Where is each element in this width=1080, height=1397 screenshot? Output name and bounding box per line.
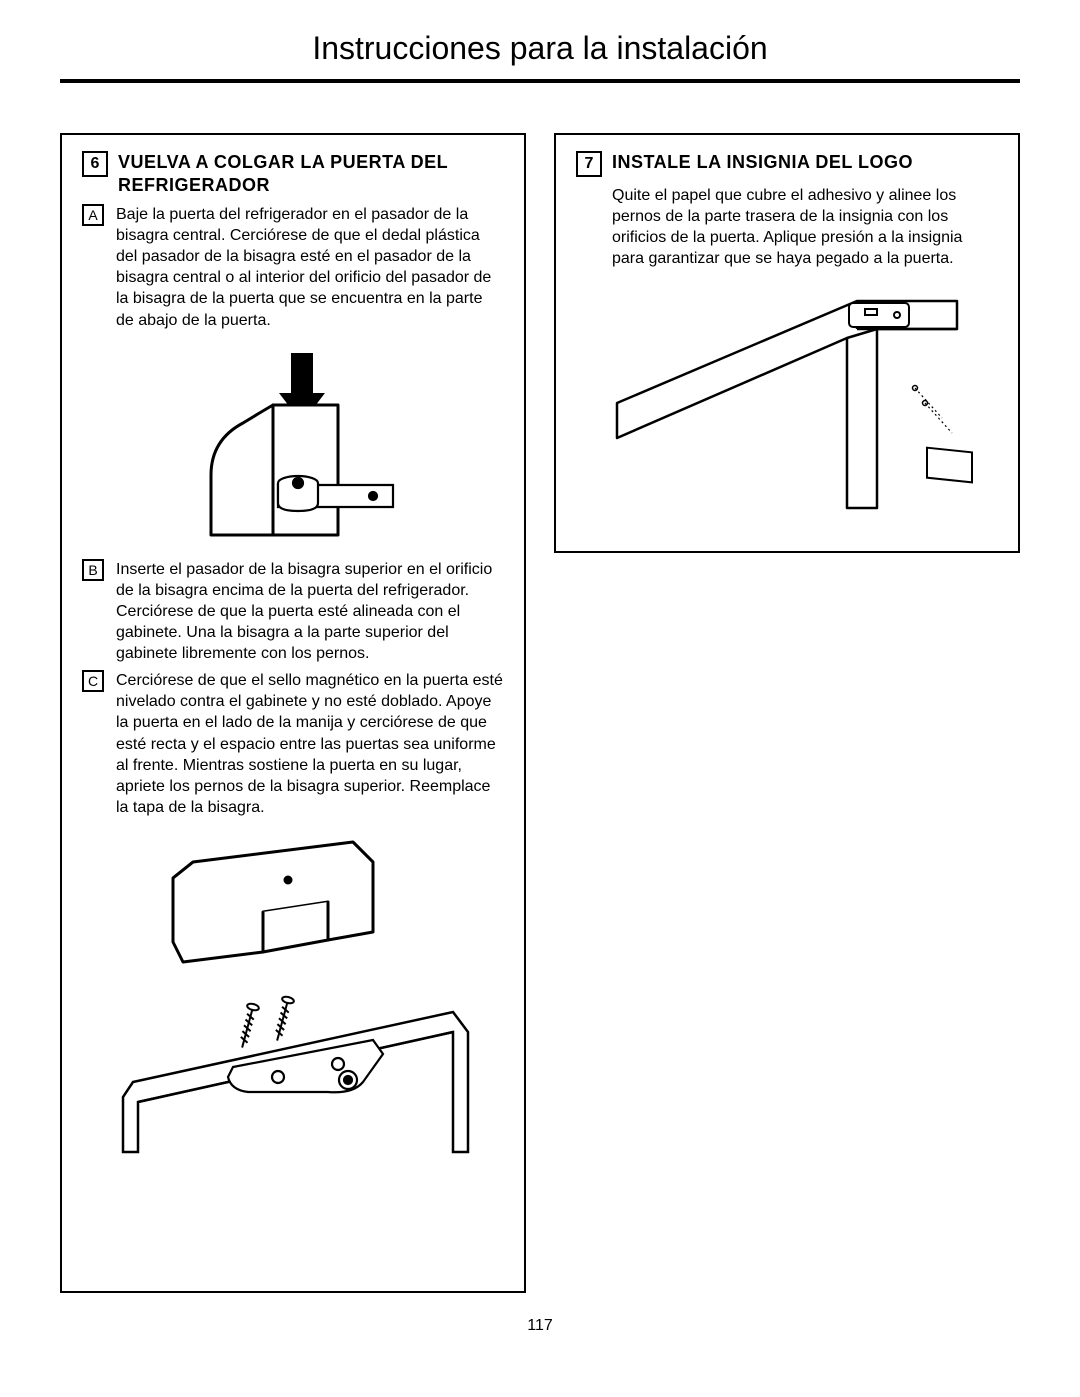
step-letter-B: B xyxy=(82,559,104,581)
step-B: B Inserte el pasador de la bisagra super… xyxy=(82,559,504,665)
section-6-title: VUELVA A COLGAR LA PUERTA DEL REFRIGERAD… xyxy=(118,151,504,196)
section-number-box: 6 xyxy=(82,151,108,177)
figure-logo-badge xyxy=(576,283,998,513)
section-6: 6 VUELVA A COLGAR LA PUERTA DEL REFRIGER… xyxy=(60,133,526,1293)
step-letter-C: C xyxy=(82,670,104,692)
content-columns: 6 VUELVA A COLGAR LA PUERTA DEL REFRIGER… xyxy=(60,133,1020,1293)
figure-lower-door xyxy=(82,345,504,545)
section-7-title: INSTALE LA INSIGNIA DEL LOGO xyxy=(612,151,913,174)
step-letter-A: A xyxy=(82,204,104,226)
section-number-box: 7 xyxy=(576,151,602,177)
page-title: Instrucciones para la instalación xyxy=(60,30,1020,83)
section-7: 7 INSTALE LA INSIGNIA DEL LOGO Quite el … xyxy=(554,133,1020,553)
step-A: A Baje la puerta del refrigerador en el … xyxy=(82,204,504,331)
step-C-text: Cerciórese de que el sello magnético en … xyxy=(116,670,504,818)
page-number: 117 xyxy=(60,1317,1020,1335)
section-7-header: 7 INSTALE LA INSIGNIA DEL LOGO xyxy=(576,151,998,177)
step-B-text: Inserte el pasador de la bisagra superio… xyxy=(116,559,504,665)
step-A-text: Baje la puerta del refrigerador en el pa… xyxy=(116,204,504,331)
section-6-header: 6 VUELVA A COLGAR LA PUERTA DEL REFRIGER… xyxy=(82,151,504,196)
section-7-body: Quite el papel que cubre el adhesivo y a… xyxy=(612,185,998,269)
figure-hinge-cover xyxy=(82,832,504,1162)
step-C: C Cerciórese de que el sello magnético e… xyxy=(82,670,504,818)
